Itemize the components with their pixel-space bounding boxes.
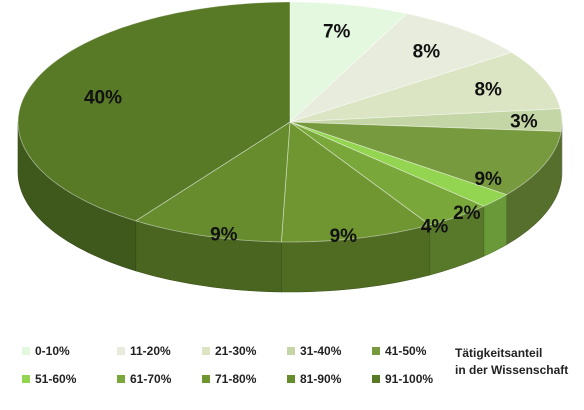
legend: 0-10% 11-20% 21-30% 31-40% 41-50% 51-60% 61-70… [22,342,452,402]
slice-label-31-40%: 3% [510,111,538,132]
pie-slice-91-100% [17,1,291,222]
slice-label-71-80%: 9% [330,226,358,247]
legend-label: 21-30% [215,344,257,358]
legend-label: 51-60% [35,372,77,386]
legend-item-91-100%: 91-100% [372,370,433,388]
legend-item-81-90%: 81-90% [287,370,341,388]
slice-label-81-90%: 9% [210,224,238,245]
slice-label-91-100%: 40% [84,87,122,108]
legend-swatch [372,347,380,355]
legend-label: 31-40% [300,344,342,358]
legend-item-11-20%: 11-20% [117,342,171,360]
pie-slice-41-50% [289,121,562,196]
slice-label-0-10%: 7% [323,22,351,43]
legend-swatch [22,375,30,383]
legend-item-0-10%: 0-10% [22,342,70,360]
slice-label-61-70%: 4% [421,217,449,238]
legend-label: 91-100% [385,372,434,386]
slice-label-51-60%: 2% [453,203,481,224]
legend-item-61-70%: 61-70% [117,370,171,388]
legend-label: 71-80% [215,372,257,386]
legend-title: Tätigkeitsanteil in der Wissenschaft [455,345,580,379]
legend-label: 11-20% [130,344,171,358]
legend-item-41-50%: 41-50% [372,342,426,360]
legend-swatch [117,347,125,355]
pie-slice-81-90% [134,121,291,243]
pie-slice-0-10% [289,1,408,123]
legend-label: 41-50% [385,344,427,358]
pie-slice-71-80% [280,121,431,243]
pie-slice-11-20% [289,13,513,123]
pie-labels: 7% 8% 8% 3% 9% 2%4% 9% 9% 40% [84,22,538,247]
pie-slice-31-40% [289,108,563,132]
legend-title-line-1: Tätigkeitsanteil [455,346,543,360]
legend-item-71-80%: 71-80% [202,370,256,388]
pie-slice-61-70% [289,121,485,226]
legend-swatch [287,375,295,383]
legend-swatch [117,375,125,383]
legend-label: 0-10% [35,344,70,358]
legend-item-21-30%: 21-30% [202,342,256,360]
legend-swatch [287,347,295,355]
legend-swatch [22,347,30,355]
legend-swatch [202,347,210,355]
pie-tops [17,1,563,243]
slice-label-11-20%: 8% [413,41,441,62]
legend-label: 61-70% [130,372,172,386]
legend-title-line-2: in der Wissenschaft [455,363,569,377]
legend-item-31-40%: 31-40% [287,342,341,360]
slice-label-41-50%: 9% [474,169,502,190]
legend-swatch [372,375,380,383]
slice-label-21-30%: 8% [474,80,502,101]
pie-slice-21-30% [289,51,561,123]
legend-item-51-60%: 51-60% [22,370,76,388]
legend-label: 81-90% [300,372,342,386]
pie-slice-51-60% [289,121,508,207]
legend-swatch [202,375,210,383]
